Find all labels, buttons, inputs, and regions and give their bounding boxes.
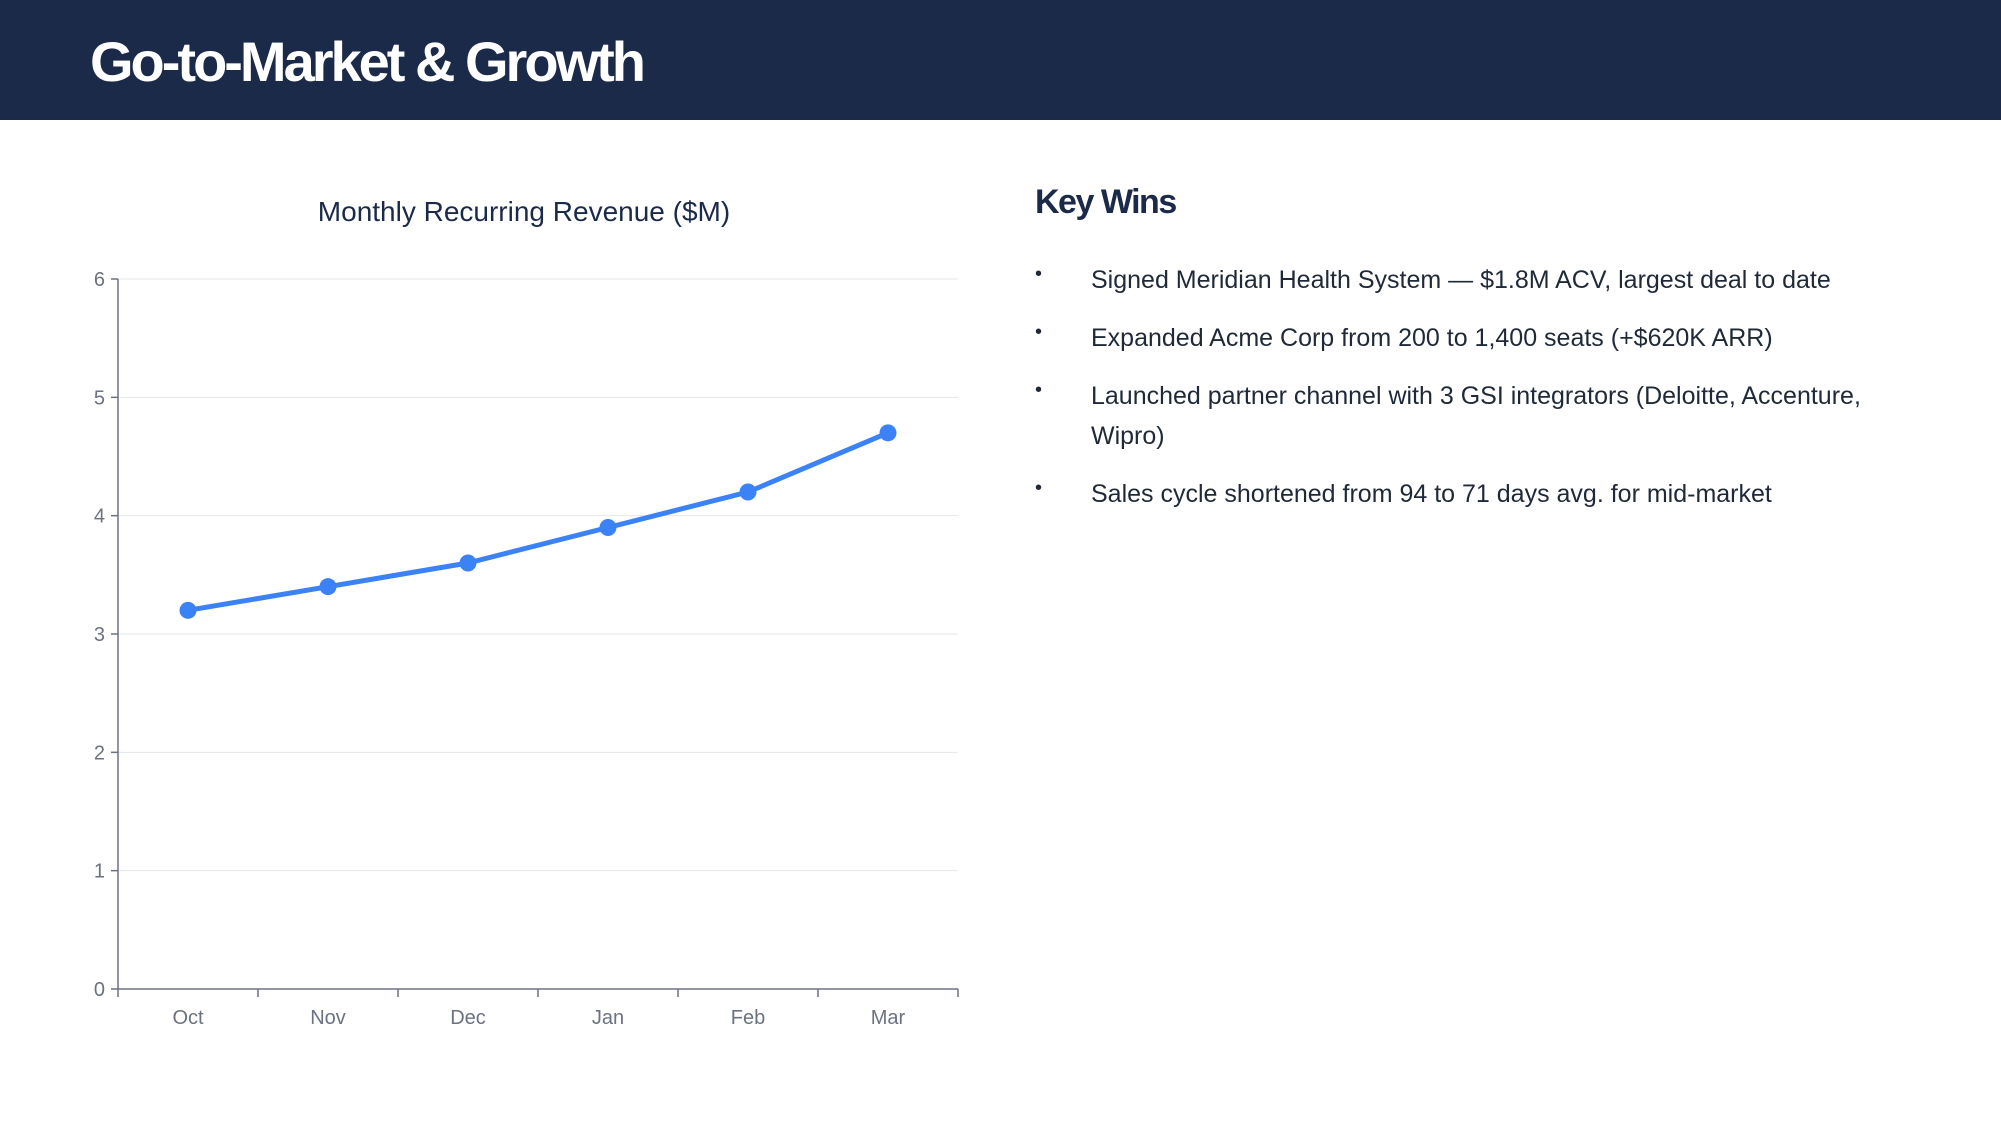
key-win-item: • Expanded Acme Corp from 200 to 1,400 s…	[1035, 318, 1935, 358]
y-tick-label: 3	[94, 624, 105, 646]
data-point	[879, 424, 897, 442]
axes: 0 1 2 3 4 5 6 Oct Nov Dec Jan Feb Mar	[94, 269, 959, 1029]
key-wins-list: • Signed Meridian Health System — $1.8M …	[1035, 260, 1935, 514]
key-win-text: Sales cycle shortened from 94 to 71 days…	[1091, 480, 1772, 508]
x-tick-label: Jan	[592, 1007, 624, 1029]
x-tick-label: Mar	[871, 1007, 906, 1029]
data-point	[179, 601, 197, 619]
page-title: Go-to-Market & Growth	[90, 30, 646, 93]
data-point	[599, 519, 617, 536]
series-line	[185, 430, 891, 613]
key-wins-title: Key Wins	[1035, 183, 1177, 221]
gridlines	[118, 278, 958, 872]
x-tick-label: Nov	[310, 1007, 346, 1029]
bullet-icon: •	[1035, 321, 1043, 343]
y-tick-label: 5	[94, 387, 105, 409]
data-point	[459, 554, 477, 572]
bullet-icon: •	[1035, 379, 1043, 401]
data-point	[739, 483, 757, 501]
bullet-icon: •	[1035, 263, 1043, 285]
key-wins-panel: Key Wins • Signed Meridian Health System…	[1035, 178, 1935, 532]
key-win-text: Expanded Acme Corp from 200 to 1,400 sea…	[1091, 324, 1773, 352]
y-tick-label: 6	[94, 269, 105, 291]
key-win-text: Launched partner channel with 3 GSI inte…	[1091, 382, 1861, 450]
y-tick-label: 0	[94, 979, 105, 1001]
key-win-text: Signed Meridian Health System — $1.8M AC…	[1091, 266, 1831, 294]
key-win-item: • Launched partner channel with 3 GSI in…	[1035, 376, 1935, 456]
series	[179, 424, 897, 619]
bullet-icon: •	[1035, 477, 1043, 499]
mrr-chart: Monthly Recurring Revenue ($M) 0 1 2 3 4 5 6 Oc…	[0, 120, 1000, 1100]
y-tick-label: 1	[94, 861, 105, 883]
mrr-chart-svg: Monthly Recurring Revenue ($M) 0 1 2 3 4 5 6 Oc…	[94, 196, 959, 1029]
x-tick-label: Oct	[172, 1007, 204, 1029]
data-point	[319, 578, 337, 596]
key-win-item: • Sales cycle shortened from 94 to 71 da…	[1035, 474, 1935, 514]
chart-title: Monthly Recurring Revenue ($M)	[318, 196, 730, 227]
x-tick-label: Dec	[450, 1007, 486, 1029]
y-tick-label: 4	[94, 506, 105, 528]
y-tick-label: 2	[94, 742, 105, 764]
x-tick-label: Feb	[731, 1007, 765, 1029]
header-bar: Go-to-Market & Growth	[0, 0, 2001, 120]
key-win-item: • Signed Meridian Health System — $1.8M …	[1035, 260, 1935, 300]
